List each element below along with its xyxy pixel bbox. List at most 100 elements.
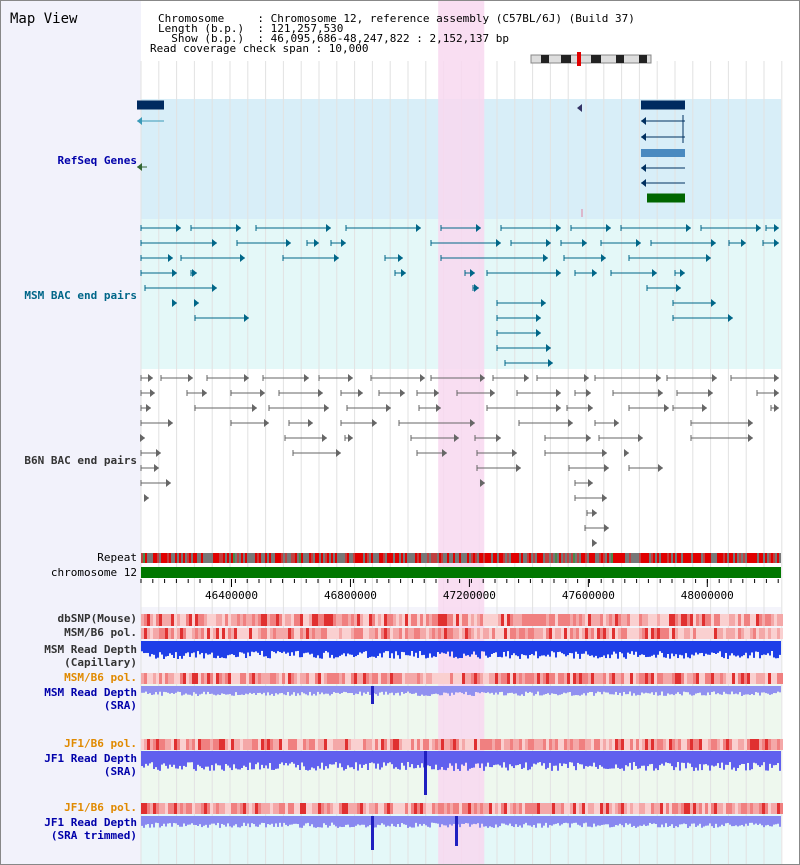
polymorphism-cell [216,673,219,684]
read-depth-bar [441,816,443,825]
read-depth-bar [479,641,481,659]
polymorphism-cell [273,803,276,814]
read-depth-bar [603,816,605,825]
bac-end-arrow [512,449,517,457]
polymorphism-cell [588,673,591,684]
read-depth-bar [587,816,589,827]
repeat-segment [361,553,363,563]
polymorphism-cell [303,628,306,639]
polymorphism-cell [261,803,264,814]
read-depth-bar [171,816,173,827]
polymorphism-cell [288,803,291,814]
read-depth-bar [143,641,145,654]
read-depth-bar [371,641,373,657]
read-depth-bar [489,641,491,657]
read-depth-bar [771,641,773,651]
read-depth-bar [491,686,493,693]
read-depth-bar [543,816,545,826]
track-label-repeat: Repeat [97,551,137,564]
read-depth-bar [421,816,423,826]
read-depth-bar [293,686,295,693]
read-depth-bar [297,641,299,651]
read-depth-bar [209,686,211,694]
polymorphism-cell [651,614,654,626]
polymorphism-cell [201,628,204,639]
bac-end-arrow [144,494,149,502]
repeat-segment [251,553,253,563]
read-depth-bar [221,641,223,658]
read-depth-bar [243,686,245,696]
read-depth-bar [403,686,405,694]
read-depth-bar [195,816,197,825]
read-depth-bar [331,641,333,655]
repeat-segment [711,553,713,563]
repeat-segment [677,553,679,563]
read-depth-bar [769,751,771,764]
polymorphism-cell [252,739,255,750]
polymorphism-cell [162,628,165,639]
polymorphism-cell [708,628,711,639]
polymorphism-cell [666,614,669,626]
read-depth-bar [559,686,561,695]
polymorphism-cell [552,739,555,750]
read-depth-bar [661,641,663,653]
read-depth-bar [647,751,649,767]
polymorphism-cell [600,803,603,814]
read-depth-bar [331,751,333,765]
read-depth-bar [463,686,465,695]
read-depth-bar [563,816,565,824]
polymorphism-cell [498,628,501,639]
read-depth-bar [321,816,323,828]
read-depth-bar [519,751,521,765]
read-depth-bar [729,686,731,695]
read-depth-bar [677,641,679,659]
polymorphism-cell [165,673,168,684]
repeat-segment [225,553,227,563]
repeat-segment [725,553,727,563]
read-depth-bar [643,641,645,655]
repeat-segment [713,553,715,563]
polymorphism-cell [618,803,621,814]
polymorphism-cell [507,739,510,750]
read-depth-bar [193,641,195,653]
polymorphism-cell [327,628,330,639]
read-depth-bar [535,751,537,765]
polymorphism-cell [435,739,438,750]
read-depth-bar [705,751,707,765]
read-depth-bar [517,686,519,696]
polymorphism-cell [459,628,462,639]
polymorphism-cell [693,739,696,750]
polymorphism-cell [345,803,348,814]
read-depth-bar [747,751,749,763]
read-depth-bar [425,686,427,696]
polymorphism-cell [405,739,408,750]
polymorphism-cell [621,739,624,750]
read-depth-bar [529,641,531,655]
read-depth-bar [567,751,569,768]
read-depth-bar [313,641,315,658]
polymorphism-cell [555,628,558,639]
repeat-segment [651,553,653,563]
bac-end-arrow [588,404,593,412]
read-depth-bar [421,686,423,695]
repeat-segment [355,553,357,563]
polymorphism-cell [633,803,636,814]
polymorphism-cell [183,673,186,684]
repeat-segment [173,553,175,563]
read-depth-bar [489,816,491,827]
polymorphism-cell [459,614,462,626]
bac-end-arrow [442,449,447,457]
repeat-segment [465,553,467,563]
polymorphism-cell [375,739,378,750]
polymorphism-cell [315,673,318,684]
read-depth-bar [643,751,645,766]
polymorphism-cell [777,614,780,626]
read-depth-bar [539,816,541,824]
read-depth-bar [639,686,641,696]
read-depth-bar [289,686,291,696]
polymorphism-cell [519,673,522,684]
polymorphism-cell [726,614,729,626]
read-depth-bar [327,816,329,828]
ideogram-band [616,55,624,63]
